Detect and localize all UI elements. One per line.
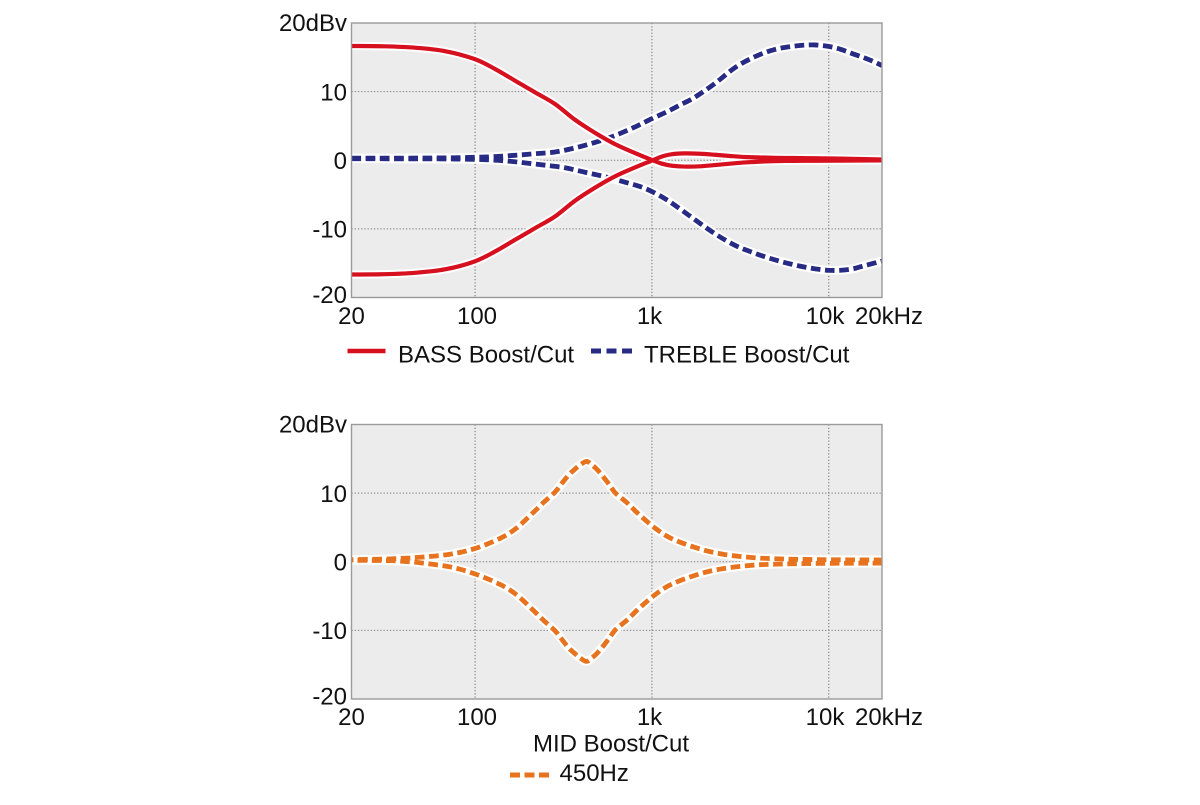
svg-text:10k: 10k xyxy=(806,704,846,731)
svg-text:10: 10 xyxy=(320,79,347,106)
svg-text:10: 10 xyxy=(320,481,347,508)
svg-text:100: 100 xyxy=(457,303,497,330)
svg-text:TREBLE Boost/Cut: TREBLE Boost/Cut xyxy=(644,342,850,369)
svg-text:20dBv: 20dBv xyxy=(279,10,347,37)
svg-text:-20: -20 xyxy=(312,282,347,309)
svg-text:20kHz: 20kHz xyxy=(855,704,923,731)
svg-text:20kHz: 20kHz xyxy=(855,303,923,330)
svg-text:-20: -20 xyxy=(312,684,347,711)
svg-text:0: 0 xyxy=(334,148,347,175)
svg-text:0: 0 xyxy=(334,550,347,577)
svg-text:-10: -10 xyxy=(312,216,347,243)
svg-text:450Hz: 450Hz xyxy=(560,760,629,787)
svg-text:20: 20 xyxy=(338,704,365,731)
svg-text:-10: -10 xyxy=(312,618,347,645)
svg-text:10k: 10k xyxy=(806,303,846,330)
svg-text:1k: 1k xyxy=(637,704,663,731)
svg-text:MID Boost/Cut: MID Boost/Cut xyxy=(533,731,689,758)
svg-text:1k: 1k xyxy=(637,303,663,330)
svg-text:BASS Boost/Cut: BASS Boost/Cut xyxy=(398,342,574,369)
svg-text:20dBv: 20dBv xyxy=(279,412,347,439)
svg-text:100: 100 xyxy=(457,704,497,731)
svg-text:20: 20 xyxy=(338,303,365,330)
